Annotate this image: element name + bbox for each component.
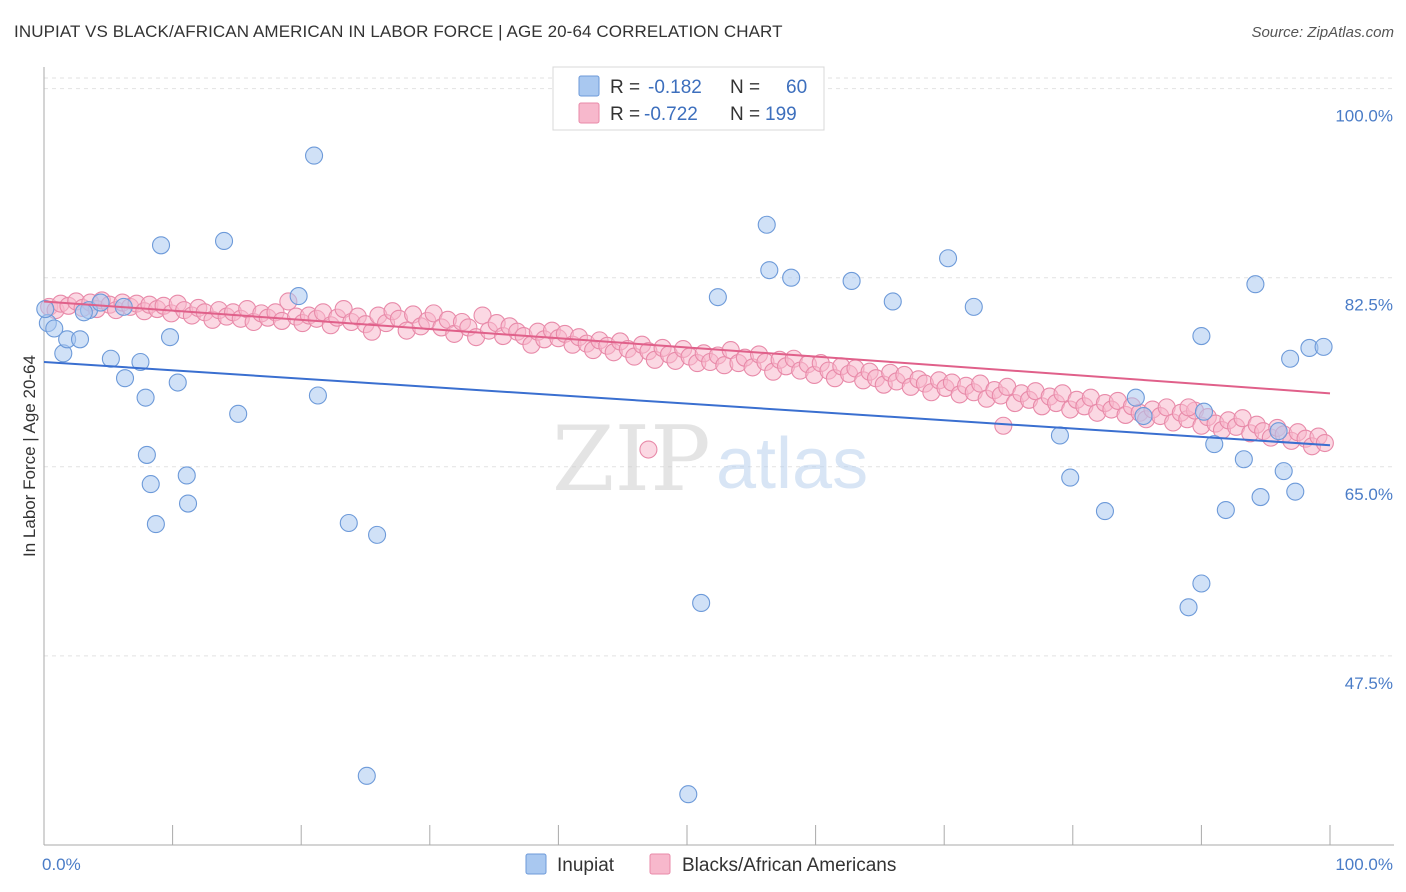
y-axis-label: In Labor Force | Age 20-64 [20,355,39,557]
inupiat-point [74,303,93,322]
chart-title: INUPIAT VS BLACK/AFRICAN AMERICAN IN LAB… [14,22,783,41]
y-tick-label: 100.0% [1335,107,1393,126]
inupiat-point [115,369,135,388]
inupiat-point [939,249,958,268]
inupiat-point [141,475,160,494]
inupiat-point [1234,450,1253,469]
inupiat-trend-line [43,360,1331,447]
inupiat-point [1246,275,1265,294]
inupiat-point [1269,422,1288,441]
inupiat-point [137,445,156,464]
legend-n-value-inupiat: 60 [786,77,807,98]
inupiat-point [305,146,324,165]
chart-source: Source: ZipAtlas.com [1251,24,1394,41]
inupiat-point [177,466,196,485]
blacks-point [1179,398,1198,417]
watermark-atlas: atlas [716,424,868,504]
bottom-legend-swatch-inupiat [525,853,547,875]
inupiat-point [146,515,165,534]
y-tick-label: 65.0% [1345,485,1393,504]
blacks-point [994,416,1013,435]
blacks-point [473,306,492,325]
inupiat-point [1134,406,1153,426]
inupiat-point [1095,502,1114,521]
bottom-legend-label-inupiat: Inupiat [557,855,615,876]
inupiat-point [842,271,861,291]
inupiat-point [1126,388,1145,407]
blacks-trend-line [43,300,1331,395]
inupiat-point [1192,327,1211,346]
legend-r-label-blacks: R = [610,104,640,125]
inupiat-point [1179,598,1198,617]
inupiat-point [229,404,248,423]
inupiat-point [289,287,308,306]
inupiat-point [101,349,120,368]
inupiat-point [782,268,801,287]
x-axis-ticks [172,825,1331,845]
blacks-point [1315,433,1334,453]
inupiat-point [91,293,110,312]
legend-r-value-inupiat: -0.182 [648,77,702,98]
inupiat-point [1194,402,1214,421]
trend-lines [43,300,1331,447]
inupiat-point [1205,435,1224,454]
blacks-point [362,322,381,341]
inupiat-point [1251,488,1270,507]
inupiat-point [70,330,90,349]
inupiat-point [760,261,779,280]
inupiat-point [679,785,698,804]
bottom-legend-swatch-blacks [649,853,671,875]
inupiat-point [1050,426,1069,445]
inupiat-point [883,292,902,311]
legend-r-label-inupiat: R = [610,77,640,98]
inupiat-point [1281,349,1300,368]
axes [43,67,1394,846]
inupiat-point [131,352,150,372]
y-tick-label: 47.5% [1345,674,1393,693]
inupiat-point [45,319,64,338]
inupiat-point [757,215,776,234]
y-axis-tick-labels: 47.5% 65.0% 82.5% 100.0% [1335,107,1393,693]
inupiat-point [136,388,155,407]
inupiat-point [339,513,358,533]
inupiat-point [308,386,327,405]
inupiat-point [692,593,711,613]
inupiat-point [214,231,234,251]
watermark: ZIP atlas [552,407,868,512]
inupiat-point [1274,462,1293,481]
inupiat-point [168,373,187,392]
inupiat-point [1192,574,1211,593]
legend-r-value-blacks: -0.722 [644,104,698,125]
series-inupiat-points [36,146,1333,804]
x-tick-label-start: 0.0% [42,855,81,874]
watermark-zip: ZIP [552,407,711,512]
inupiat-point [708,288,727,307]
bottom-legend: Inupiat Blacks/African Americans [525,853,896,876]
blacks-point [639,440,658,459]
inupiat-point [964,297,983,316]
inupiat-point [368,525,387,544]
legend-swatch-inupiat [578,75,600,97]
inupiat-point [1216,500,1235,520]
inupiat-point [151,236,171,255]
bottom-legend-label-blacks: Blacks/African Americans [682,855,896,876]
inupiat-point [160,328,180,347]
inupiat-point [1061,468,1080,487]
inupiat-point [1314,337,1333,356]
inupiat-point [178,494,198,513]
legend-box: R = -0.182 N = 60 R = -0.722 N = 199 [552,66,825,131]
x-tick-label-end: 100.0% [1335,855,1393,874]
y-tick-label: 82.5% [1345,296,1393,315]
inupiat-point [357,766,376,785]
legend-n-label-inupiat: N = [730,77,760,98]
legend-n-label-blacks: N = [730,104,760,125]
legend-swatch-blacks [578,102,600,124]
legend-n-value-blacks: 199 [765,104,797,125]
inupiat-point [1286,482,1305,501]
inupiat-point [36,299,55,319]
